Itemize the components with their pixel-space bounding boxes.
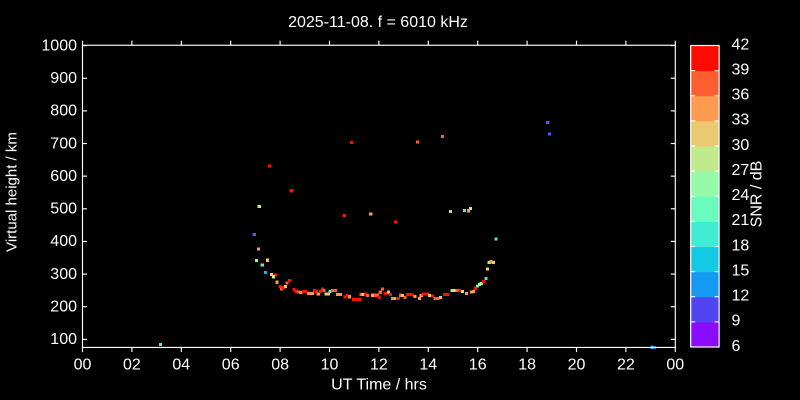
svg-text:700: 700 bbox=[50, 135, 77, 152]
svg-text:42: 42 bbox=[732, 36, 750, 53]
svg-text:2025-11-08. f = 6010 kHz: 2025-11-08. f = 6010 kHz bbox=[288, 14, 468, 31]
svg-text:Virtual height / km: Virtual height / km bbox=[4, 132, 21, 252]
svg-text:27: 27 bbox=[732, 162, 750, 179]
svg-text:20: 20 bbox=[568, 356, 586, 373]
svg-text:30: 30 bbox=[732, 137, 750, 154]
svg-text:06: 06 bbox=[222, 356, 240, 373]
svg-text:400: 400 bbox=[50, 233, 77, 250]
svg-text:00: 00 bbox=[666, 356, 684, 373]
svg-text:12: 12 bbox=[370, 356, 388, 373]
svg-text:18: 18 bbox=[518, 356, 536, 373]
svg-text:00: 00 bbox=[74, 356, 92, 373]
svg-text:SNR / dB: SNR / dB bbox=[749, 161, 766, 228]
svg-text:600: 600 bbox=[50, 168, 77, 185]
svg-text:200: 200 bbox=[50, 299, 77, 316]
svg-text:22: 22 bbox=[617, 356, 635, 373]
svg-text:15: 15 bbox=[732, 262, 750, 279]
svg-text:300: 300 bbox=[50, 266, 77, 283]
svg-text:39: 39 bbox=[732, 61, 750, 78]
svg-text:800: 800 bbox=[50, 103, 77, 120]
svg-text:21: 21 bbox=[732, 212, 750, 229]
svg-text:1000: 1000 bbox=[41, 37, 77, 54]
svg-text:900: 900 bbox=[50, 70, 77, 87]
svg-text:02: 02 bbox=[123, 356, 141, 373]
svg-text:9: 9 bbox=[732, 313, 741, 330]
svg-text:12: 12 bbox=[732, 288, 750, 305]
svg-text:08: 08 bbox=[271, 356, 289, 373]
svg-text:500: 500 bbox=[50, 201, 77, 218]
svg-text:10: 10 bbox=[321, 356, 339, 373]
svg-text:6: 6 bbox=[732, 338, 741, 355]
svg-text:24: 24 bbox=[732, 187, 750, 204]
svg-text:18: 18 bbox=[732, 237, 750, 254]
svg-text:100: 100 bbox=[50, 331, 77, 348]
svg-text:14: 14 bbox=[419, 356, 437, 373]
svg-text:04: 04 bbox=[172, 356, 190, 373]
svg-text:UT Time / hrs: UT Time / hrs bbox=[331, 377, 427, 394]
svg-text:33: 33 bbox=[732, 112, 750, 129]
svg-text:16: 16 bbox=[469, 356, 487, 373]
svg-text:36: 36 bbox=[732, 87, 750, 104]
